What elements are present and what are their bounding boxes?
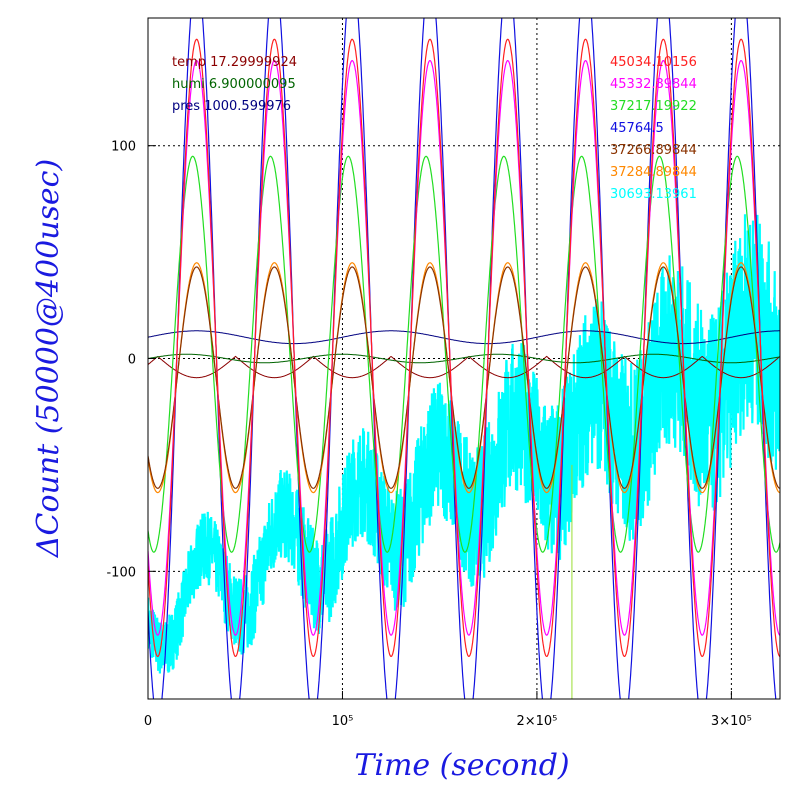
series-line-30693.13961 xyxy=(148,214,780,674)
legend-series: 30693.13961 xyxy=(610,187,697,202)
legend-env-pres: pres 1000.599976 xyxy=(172,99,291,114)
legend-series: 45034.10156 xyxy=(610,55,697,70)
legend-env-humi: humi 6.900000095 xyxy=(172,77,296,92)
y-tick-label: 100 xyxy=(111,140,136,155)
x-tick-label: 0 xyxy=(144,714,152,729)
y-tick-label: -100 xyxy=(106,565,136,580)
legend-series: 37284.89844 xyxy=(610,165,697,180)
ticks: 0 10⁵ 2×10⁵ 3×10⁵ 100 0 -100 xyxy=(106,140,751,729)
x-tick-label: 3×10⁵ xyxy=(711,714,752,729)
legend-series: 45332.89844 xyxy=(610,77,697,92)
legend-series: 45764.5 xyxy=(610,121,664,136)
y-axis-title: ΔCount (50000@400usec) xyxy=(31,159,66,558)
x-axis-title: Time (second) xyxy=(354,748,569,783)
env-line-pres xyxy=(148,330,780,345)
env-line-temp xyxy=(148,355,780,379)
x-tick-label: 10⁵ xyxy=(332,714,354,729)
env-line-humi xyxy=(148,353,780,364)
y-tick-label: 0 xyxy=(128,353,136,368)
legend-series: 37266.89844 xyxy=(610,143,697,158)
series-line-37217.19922 xyxy=(148,155,780,553)
series-line-45034.10156 xyxy=(148,38,780,658)
legend-env-temp: temp 17.29999924 xyxy=(172,55,297,70)
x-tick-label: 2×10⁵ xyxy=(516,714,557,729)
series-group xyxy=(148,18,780,699)
legend: temp 17.29999924 humi 6.900000095 pres 100… xyxy=(172,55,697,202)
legend-series: 37217.19922 xyxy=(610,99,697,114)
